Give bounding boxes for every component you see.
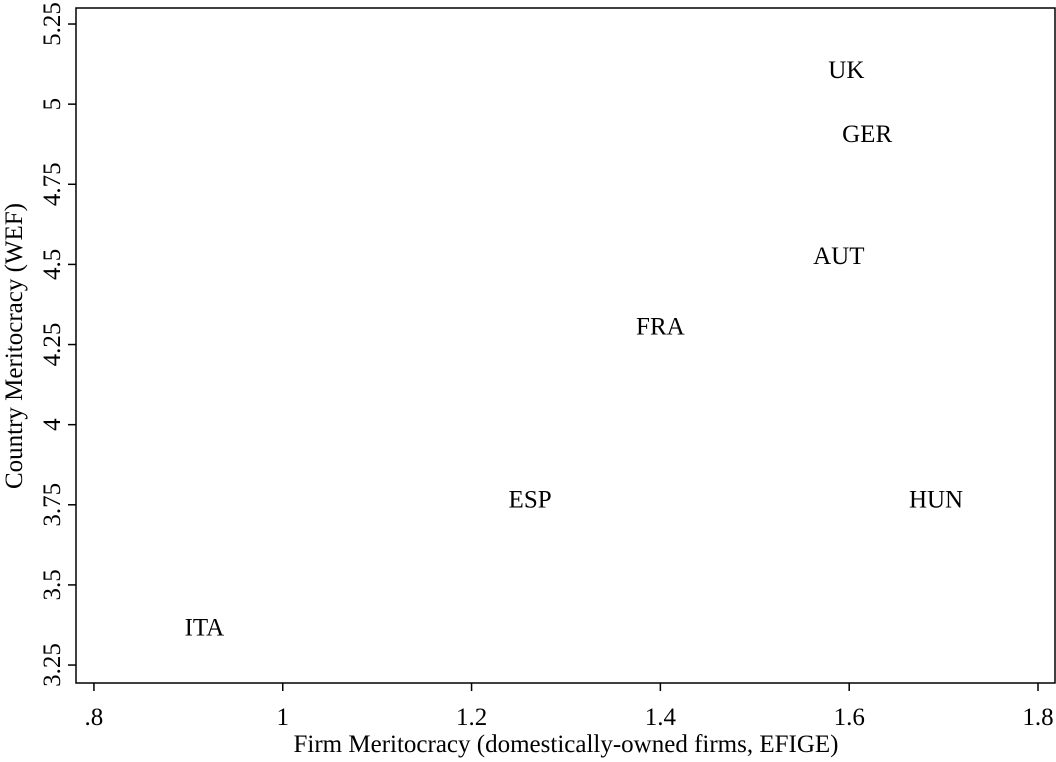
x-tick-label: 1.8 <box>1022 704 1053 731</box>
point-label: UK <box>828 57 864 84</box>
point-label: ESP <box>509 486 552 513</box>
x-axis-label: Firm Meritocracy (domestically-owned fir… <box>294 731 839 758</box>
point-label: FRA <box>636 313 685 340</box>
y-tick-label: 4.25 <box>39 323 66 367</box>
plot-frame <box>75 7 1056 684</box>
y-tick-label: 4.5 <box>39 249 66 280</box>
point-label: HUN <box>909 486 963 513</box>
point-label: AUT <box>813 243 864 270</box>
y-axis-label: Country Meritocracy (WEF) <box>1 203 28 489</box>
y-tick-label: 3.25 <box>39 643 66 687</box>
x-tick-label: 1.6 <box>834 704 865 731</box>
y-tick-label: 3.75 <box>39 483 66 527</box>
x-tick-label: 1.4 <box>645 704 677 731</box>
y-tick-label: 5.25 <box>39 2 66 46</box>
y-tick-label: 5 <box>39 98 66 111</box>
y-tick-label: 3.5 <box>39 569 66 600</box>
y-tick-label: 4 <box>39 418 66 431</box>
x-tick-label: .8 <box>85 704 104 731</box>
point-label: GER <box>842 121 892 148</box>
x-tick-label: 1.2 <box>456 704 487 731</box>
x-tick-label: 1 <box>277 704 290 731</box>
y-tick-label: 4.75 <box>39 162 66 206</box>
point-label: ITA <box>185 615 225 642</box>
